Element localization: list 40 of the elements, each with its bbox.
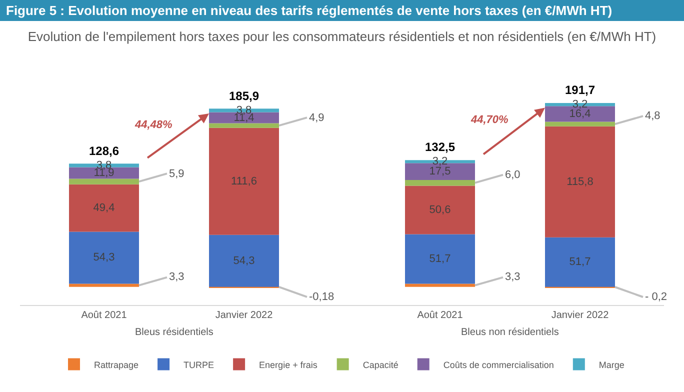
data-label: 111,6 xyxy=(231,175,257,188)
data-label: 11,9 xyxy=(94,167,114,180)
total-label: 185,9 xyxy=(229,89,260,103)
x-tick-label: Août 2021 xyxy=(417,310,464,321)
total-label: 132,5 xyxy=(425,140,456,154)
data-label: 3,3 xyxy=(169,271,184,283)
chart-subtitle: Evolution de l'empilement hors taxes pour les consommateurs résidentiels et non résidentiels (en €/MWh HT) xyxy=(28,29,656,44)
data-label: 51,7 xyxy=(569,256,591,268)
legend-label: Energie + frais xyxy=(259,360,318,370)
x-tick-label: Janvier 2022 xyxy=(551,310,610,321)
legend-label: Rattrapage xyxy=(94,360,139,370)
data-label: - 0,2 xyxy=(645,291,668,303)
chart-title: Figure 5 : Evolution moyenne en niveau des tarifs réglementés de vente hors taxes (en €/MWh HT) xyxy=(0,0,684,21)
data-label: 54,3 xyxy=(93,252,115,264)
data-label: 54,3 xyxy=(233,254,255,267)
legend-label: Capacité xyxy=(362,360,398,370)
x-tick-label: Janvier 2022 xyxy=(215,310,274,321)
data-label: -0,18 xyxy=(309,291,334,303)
total-label: 128,6 xyxy=(89,144,120,158)
text: Bleus résidentiels xyxy=(135,327,214,338)
annotation: 44,70% xyxy=(470,114,509,126)
data-label: 11,4 xyxy=(234,112,254,124)
annotation: 44,48% xyxy=(134,119,173,131)
data-label: 6,0 xyxy=(505,169,520,181)
x-tick-label: Août 2021 xyxy=(81,310,128,321)
legend-label: Coûts de commercialisation xyxy=(443,360,554,370)
data-label: 50,6 xyxy=(429,204,451,216)
legend-label: Marge xyxy=(598,360,624,370)
data-label: 4,8 xyxy=(645,110,660,122)
data-label: 49,4 xyxy=(93,202,115,214)
data-label: 51,7 xyxy=(429,252,451,265)
data-label: 4,9 xyxy=(309,112,324,124)
legend-label: TURPE xyxy=(184,360,214,370)
total-label: 191,7 xyxy=(565,83,596,97)
data-label: 3,3 xyxy=(505,271,520,283)
data-label: 16,4 xyxy=(569,108,591,120)
data-label: 115,8 xyxy=(566,176,594,188)
text: Bleus non résidentiels xyxy=(461,327,559,338)
data-label: 5,9 xyxy=(169,168,184,180)
data-label: 17,5 xyxy=(429,166,451,178)
